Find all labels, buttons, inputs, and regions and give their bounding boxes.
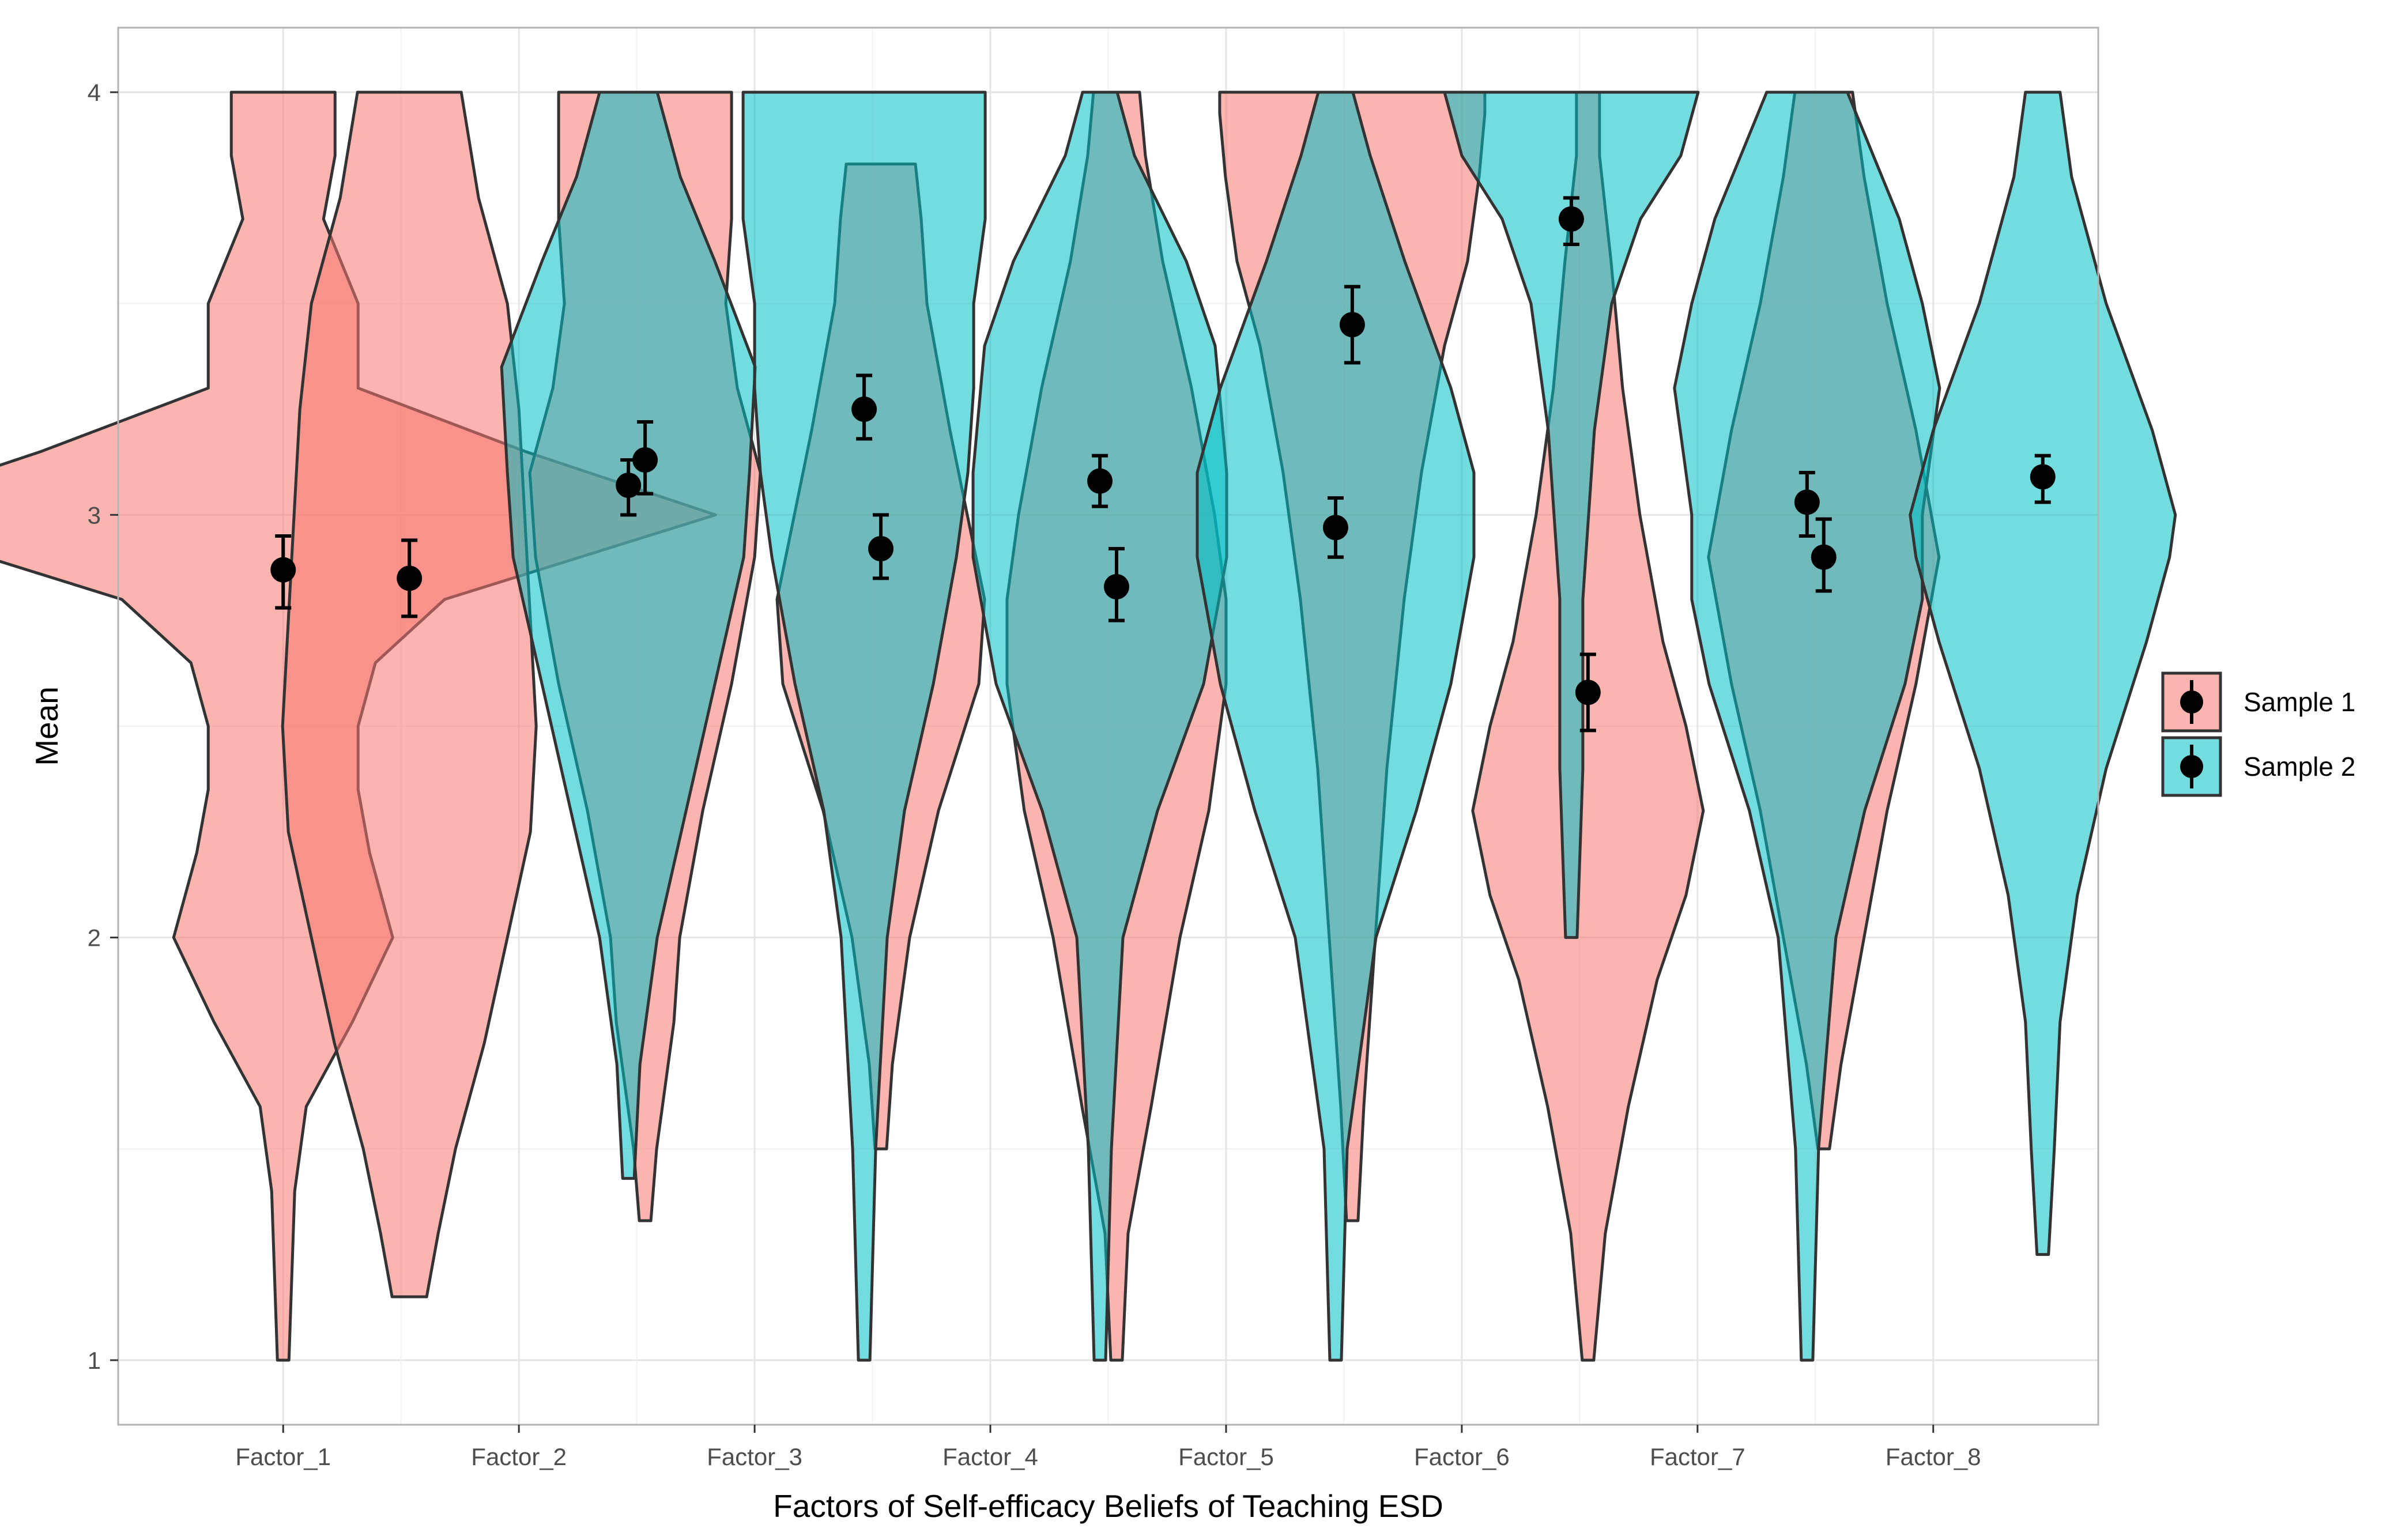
mean-markers bbox=[270, 196, 2056, 733]
violin-2-factor_3 bbox=[741, 90, 987, 1362]
legend-label-1: Sample 1 bbox=[2244, 687, 2355, 717]
mean-point bbox=[868, 536, 894, 561]
legend-label-2: Sample 2 bbox=[2244, 752, 2355, 782]
violins bbox=[0, 90, 2177, 1362]
mean-point bbox=[1794, 489, 1820, 515]
mean-point bbox=[1087, 468, 1113, 494]
mean-point bbox=[1811, 544, 1837, 570]
violin-2-factor_7 bbox=[1673, 90, 1941, 1362]
x-tick-label: Factor_4 bbox=[942, 1443, 1038, 1470]
violin-2-factor_2 bbox=[500, 90, 757, 1180]
mean-point bbox=[1103, 574, 1129, 599]
x-tick-label: Factor_6 bbox=[1414, 1443, 1510, 1470]
y-axis-title: Mean bbox=[29, 686, 65, 766]
violin-2-factor_4 bbox=[971, 90, 1228, 1362]
axes: 1 2 3 4 Factor_1 Factor_2 Factor_3 Factor_4 Fact… bbox=[88, 79, 1981, 1470]
x-tick-label: Factor_8 bbox=[1886, 1443, 1981, 1470]
mean-point bbox=[2030, 464, 2056, 490]
mean-point bbox=[270, 557, 296, 583]
mean-point bbox=[1322, 515, 1348, 541]
legend-key-point bbox=[2180, 690, 2203, 714]
mean-point bbox=[397, 565, 423, 591]
y-tick-label: 4 bbox=[88, 79, 101, 106]
y-tick-label: 2 bbox=[88, 924, 101, 952]
x-tick-label: Factor_1 bbox=[235, 1443, 331, 1470]
mean-point bbox=[1575, 680, 1601, 705]
mean-point bbox=[1339, 312, 1365, 338]
legend-key-point bbox=[2180, 755, 2203, 778]
x-axis-title: Factors of Self-efficacy Beliefs of Teac… bbox=[773, 1488, 1443, 1524]
violin-2-factor_5 bbox=[1196, 90, 1476, 1362]
violin-1-factor_2 bbox=[281, 90, 538, 1299]
violin-2-factor_8 bbox=[1909, 90, 2177, 1256]
panel-border bbox=[117, 27, 2099, 1426]
y-tick-label: 3 bbox=[88, 501, 101, 529]
x-tick-label: Factor_7 bbox=[1650, 1443, 1745, 1470]
mean-point bbox=[616, 473, 642, 498]
violin-2-factor_6 bbox=[1443, 90, 1700, 939]
x-tick-label: Factor_3 bbox=[707, 1443, 802, 1470]
x-tick-label: Factor_2 bbox=[471, 1443, 567, 1470]
mean-point bbox=[1558, 206, 1584, 232]
legend: Sample 1 Sample 2 bbox=[2161, 671, 2355, 797]
x-tick-label: Factor_5 bbox=[1178, 1443, 1274, 1470]
mean-point bbox=[851, 397, 877, 422]
mean-point bbox=[632, 447, 658, 473]
y-tick-label: 1 bbox=[88, 1347, 101, 1374]
